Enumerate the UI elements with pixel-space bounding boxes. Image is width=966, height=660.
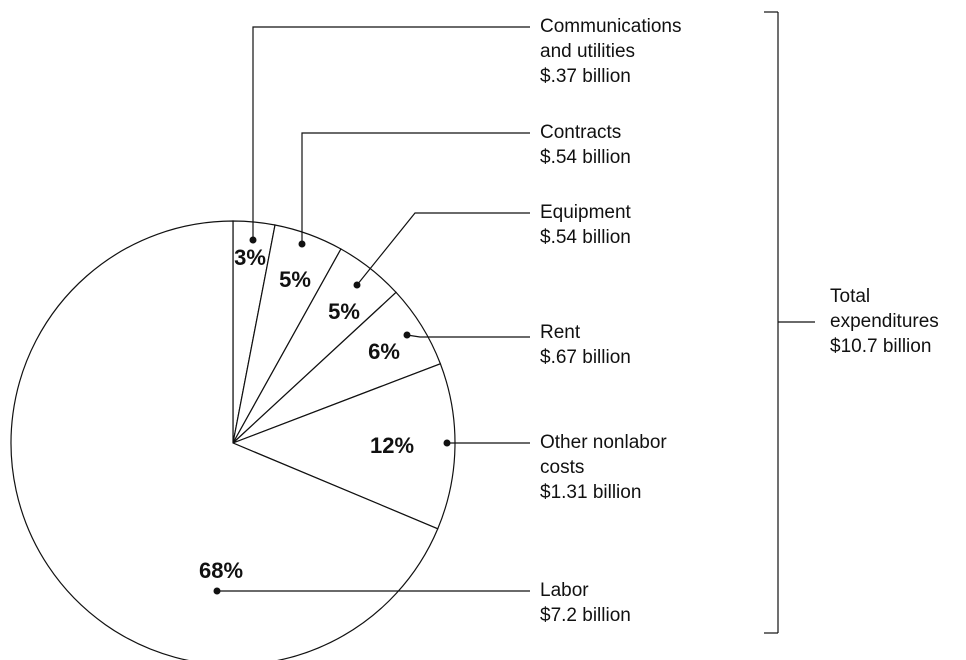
category-name: Contracts bbox=[540, 122, 622, 143]
pct-label: 68% bbox=[199, 558, 243, 583]
slice-label: Other nonlabor costs $1.31 billion bbox=[540, 430, 705, 505]
amount-label: $.67 billion bbox=[540, 347, 631, 368]
pie-slice bbox=[231, 362, 456, 530]
amount-label: $.54 billion bbox=[540, 147, 631, 168]
category-name: Rent bbox=[540, 322, 581, 343]
leader-line bbox=[301, 132, 530, 244]
pct-label: 3% bbox=[234, 245, 266, 270]
pie-slice bbox=[10, 220, 439, 660]
slice-label: Labor $7.2 billion bbox=[540, 578, 705, 628]
amount-label: $.54 billion bbox=[540, 227, 631, 248]
total-label: Total expenditures bbox=[830, 286, 939, 332]
pct-label: 6% bbox=[368, 339, 400, 364]
leader-dot bbox=[298, 240, 306, 248]
slice-label: Contracts $.54 billion bbox=[540, 120, 705, 170]
amount-label: $1.31 billion bbox=[540, 482, 642, 503]
category-name: Communications and utilities bbox=[540, 16, 682, 62]
leader-dot bbox=[403, 331, 411, 339]
category-name: Other nonlabor costs bbox=[540, 432, 667, 478]
pct-label: 5% bbox=[279, 267, 311, 292]
leader-line bbox=[252, 26, 530, 240]
total: Total expenditures $10.7 billion bbox=[830, 284, 966, 359]
leader-dot bbox=[213, 587, 221, 595]
leader-dot bbox=[353, 281, 361, 289]
slice-label: Rent $.67 billion bbox=[540, 320, 705, 370]
slice-label: Equipment $.54 billion bbox=[540, 200, 705, 250]
leader-line bbox=[406, 334, 530, 338]
pct-label: 12% bbox=[370, 433, 414, 458]
total-amount: $10.7 billion bbox=[830, 336, 932, 357]
category-name: Labor bbox=[540, 580, 589, 601]
pct-label: 5% bbox=[328, 299, 360, 324]
leader-dot bbox=[249, 236, 257, 244]
amount-label: $.37 billion bbox=[540, 66, 631, 87]
amount-label: $7.2 billion bbox=[540, 605, 631, 626]
slice-label: Communications and utilities $.37 billion bbox=[540, 14, 705, 89]
leader-line bbox=[356, 212, 530, 286]
leader-dot bbox=[443, 439, 451, 447]
category-name: Equipment bbox=[540, 202, 631, 223]
